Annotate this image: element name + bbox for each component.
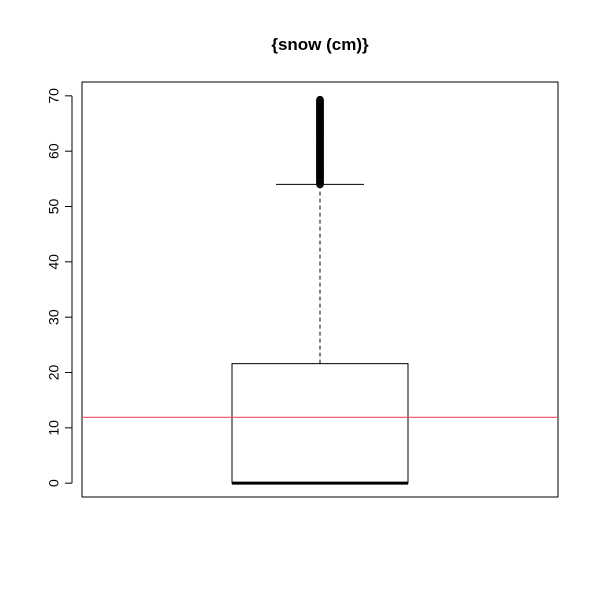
y-tick-label: 0 bbox=[46, 479, 62, 487]
y-axis: 0 10 20 30 40 50 60 70 bbox=[46, 88, 73, 487]
chart-title: {snow (cm)} bbox=[271, 35, 369, 54]
y-tick-label: 60 bbox=[46, 143, 62, 159]
y-tick-label: 30 bbox=[46, 309, 62, 325]
y-tick-label: 10 bbox=[46, 420, 62, 436]
iqr-box bbox=[231, 363, 409, 484]
plot-frame bbox=[81, 81, 559, 498]
outlier-point bbox=[316, 95, 324, 104]
y-tick-label: 50 bbox=[46, 199, 62, 215]
y-tick-label: 40 bbox=[46, 254, 62, 270]
boxplot-box bbox=[231, 183, 409, 485]
y-tick-label: 20 bbox=[46, 365, 62, 381]
y-tick-label: 70 bbox=[46, 88, 62, 104]
outlier-points bbox=[316, 95, 324, 189]
